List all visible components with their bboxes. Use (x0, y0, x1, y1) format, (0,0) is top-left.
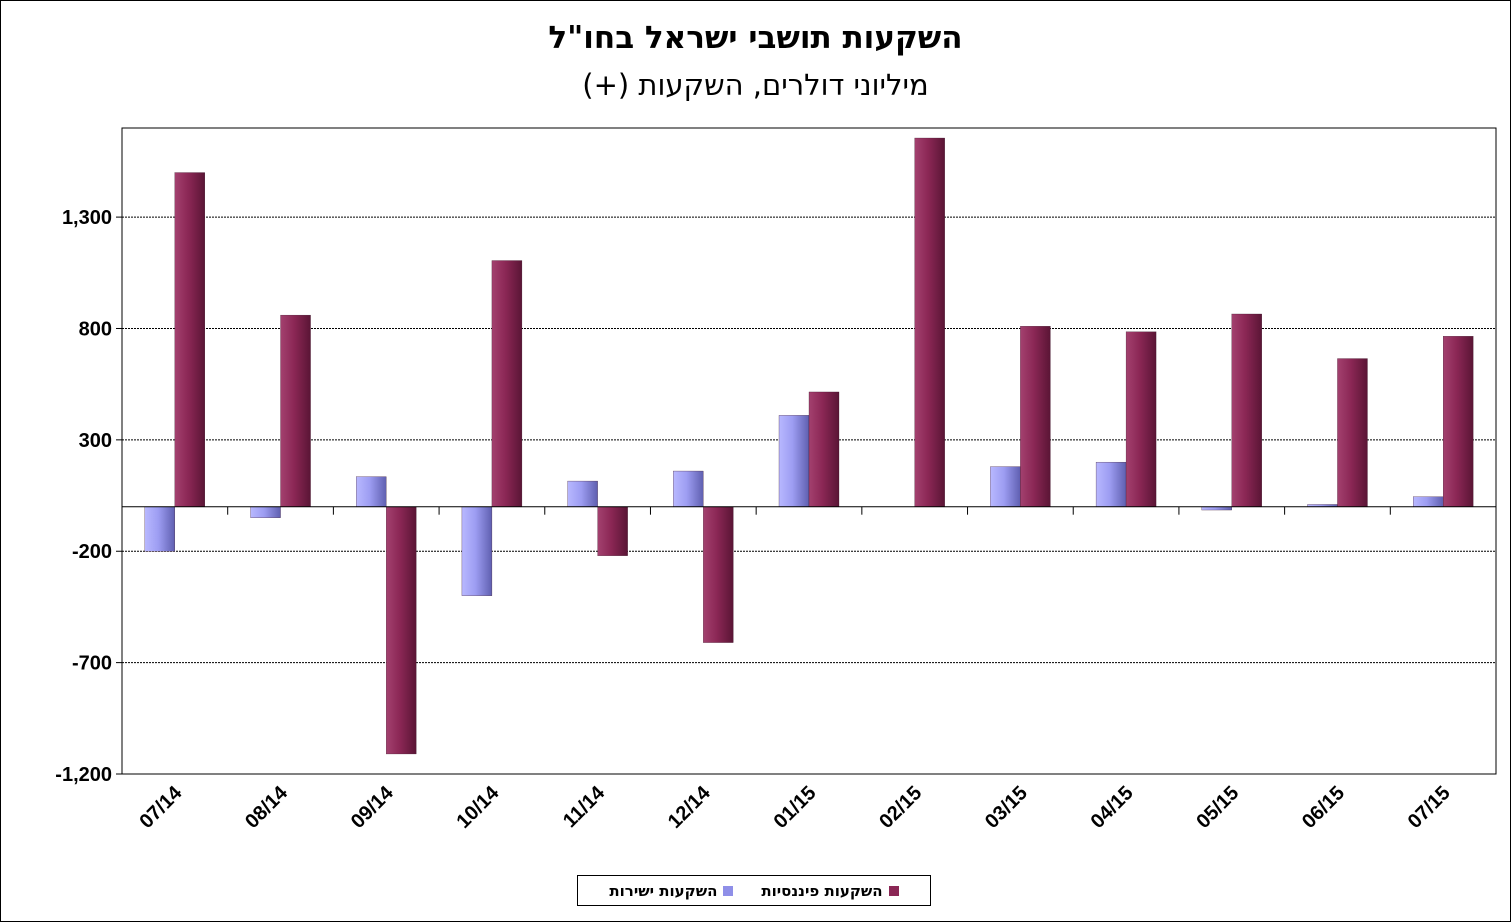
bar-financial-investment (1231, 313, 1262, 507)
bar-financial-investment (1125, 331, 1157, 507)
legend: השקעות פיננסיות השקעות ישירות (577, 875, 931, 906)
bar-financial-investment (703, 506, 734, 643)
axes: -1,200 -700 -200 300 800 1,300 07/14 08/14 09/14… (55, 207, 1497, 833)
x-tick-label: 03/15 (981, 782, 1032, 833)
bar-direct-investment (250, 506, 281, 518)
bar-financial-investment (1020, 326, 1051, 507)
bar-direct-investment (356, 476, 387, 507)
x-tick-label: 04/15 (1087, 782, 1138, 833)
x-tick-label: 02/15 (875, 782, 926, 833)
x-tick-label: 07/14 (135, 781, 187, 833)
x-tick-label: 06/15 (1298, 782, 1349, 833)
legend-swatch-direct (723, 885, 734, 896)
legend-swatch-financial (888, 885, 899, 896)
x-tick-label: 11/14 (559, 781, 610, 832)
bars (144, 137, 1474, 755)
x-tick-label: 07/15 (1404, 782, 1455, 833)
y-tick-label: 300 (79, 430, 112, 452)
bar-financial-investment (280, 314, 311, 507)
bar-financial-investment (386, 506, 417, 755)
bar-financial-investment (914, 137, 945, 507)
chart-title: השקעות תושבי ישראל בחו"ל (548, 20, 963, 56)
bar-direct-investment (1201, 506, 1232, 511)
x-tick-label: 10/14 (453, 781, 505, 833)
x-tick-label: 12/14 (664, 781, 716, 833)
bar-direct-investment (461, 506, 493, 596)
legend-item-financial: השקעות פיננסיות (761, 881, 899, 900)
bar-financial-investment (174, 172, 205, 507)
bar-direct-investment (1095, 461, 1127, 507)
bar-direct-investment (990, 466, 1021, 507)
y-tick-label: -700 (72, 653, 112, 675)
bar-direct-investment (144, 506, 175, 552)
x-tick-label: 05/15 (1192, 782, 1243, 833)
y-tick-label: -1,200 (55, 764, 112, 786)
plot-area-border (121, 127, 1497, 775)
x-tick-label: 01/15 (770, 782, 821, 833)
bar-financial-investment (491, 260, 523, 507)
legend-item-direct: השקעות ישירות (609, 881, 734, 900)
bar-financial-investment (808, 391, 840, 507)
y-tick-label: -200 (72, 541, 112, 563)
x-tick-label: 09/14 (347, 781, 399, 833)
bar-financial-investment (1443, 336, 1474, 507)
bar-direct-investment (673, 470, 704, 507)
chart-subtitle: מיליוני דולרים, השקעות (+) (582, 68, 929, 102)
legend-label-financial: השקעות פיננסיות (761, 881, 883, 900)
y-tick-label: 800 (79, 318, 112, 340)
x-tick-label: 08/14 (241, 781, 293, 833)
legend-label-direct: השקעות ישירות (609, 881, 718, 900)
bar-direct-investment (567, 480, 598, 507)
bar-direct-investment (778, 415, 810, 507)
bar-direct-investment (1413, 496, 1444, 507)
bar-financial-investment (1337, 358, 1368, 507)
y-tick-label: 1,300 (62, 207, 112, 229)
bar-financial-investment (597, 506, 628, 556)
